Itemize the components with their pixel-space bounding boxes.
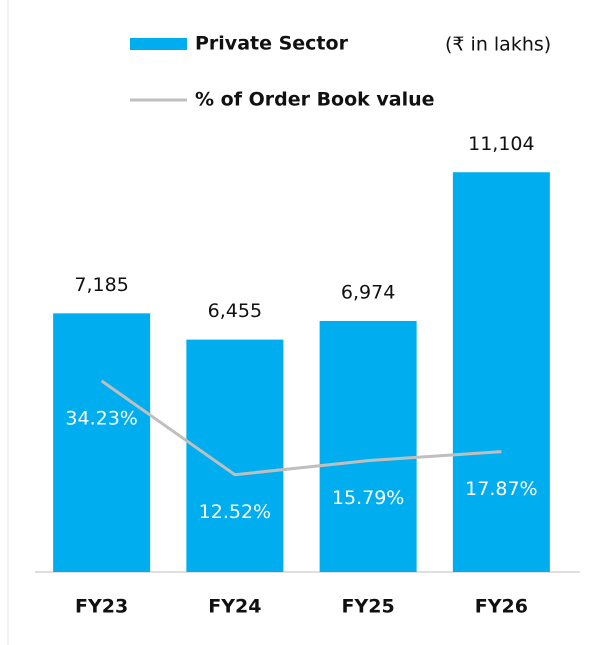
bar: [452, 172, 550, 573]
bar: [186, 339, 284, 572]
line: [100, 379, 502, 477]
bar-value-label: 11,104: [468, 133, 534, 155]
line-value-label: 17.87%: [465, 478, 537, 500]
line-value-label: 34.23%: [65, 407, 137, 429]
legend-label: % of Order Book value: [195, 89, 435, 111]
legend-swatch: [130, 38, 187, 50]
bar-value-label: 7,185: [74, 274, 128, 296]
x-tick-label: FY25: [342, 596, 395, 618]
bar: [53, 313, 151, 572]
chart-subtitle: (₹ in lakhs): [445, 34, 551, 56]
bar-value-label: 6,974: [341, 281, 395, 303]
line-value-label: 12.52%: [199, 501, 271, 523]
line-value-label: 15.79%: [332, 487, 404, 509]
x-tick-label: FY26: [475, 596, 528, 618]
x-tick-label: FY24: [208, 596, 261, 618]
bar-value-label: 6,455: [208, 300, 262, 322]
bar: [319, 320, 417, 572]
legend-label: Private Sector: [195, 33, 349, 55]
x-tick-label: FY23: [75, 596, 128, 618]
